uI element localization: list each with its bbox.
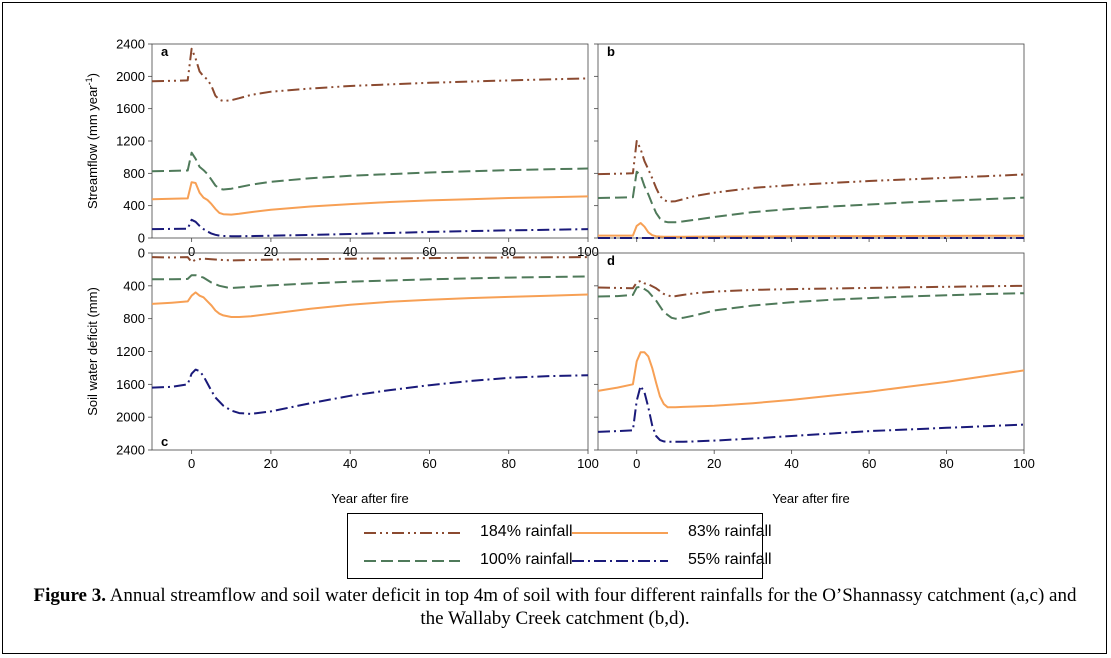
- legend-swatch-55: [572, 560, 668, 562]
- series-line: [597, 170, 1025, 224]
- panel-letter: b: [607, 44, 615, 59]
- xtick-label: 100: [577, 244, 599, 259]
- figure-caption: Figure 3. Annual streamflow and soil wat…: [20, 584, 1090, 630]
- xtick-label: 60: [422, 456, 436, 471]
- series-line: [151, 47, 589, 102]
- xtick-label: 0: [188, 244, 195, 259]
- ytick-label: 400: [123, 278, 145, 293]
- ytick-label: 0: [138, 246, 145, 261]
- legend-swatch-100: [364, 560, 460, 562]
- xtick-label: 80: [501, 456, 515, 471]
- series-line: [151, 151, 589, 191]
- xtick-label: 40: [343, 244, 357, 259]
- plot-area-d: [597, 252, 1025, 451]
- series-line: [151, 291, 589, 318]
- xtick-label: 0: [188, 456, 195, 471]
- series-line: [597, 140, 1025, 203]
- xtick-label: 80: [939, 456, 953, 471]
- series-line: [151, 368, 589, 415]
- series-line: [597, 385, 1025, 443]
- ytick-label: 400: [123, 198, 145, 213]
- ytick-label: 800: [123, 311, 145, 326]
- series-line: [151, 181, 589, 216]
- y-axis-title: Streamflow (mm year-1): [84, 73, 100, 209]
- panel-letter: d: [607, 253, 615, 268]
- plot-area-b: [597, 43, 1025, 239]
- ytick-label: 2400: [116, 37, 145, 52]
- xtick-label: 20: [264, 244, 278, 259]
- plot-area-c: [151, 252, 589, 451]
- legend-label-55: 55% rainfall: [688, 551, 772, 568]
- xtick-label: 80: [501, 244, 515, 259]
- legend-label-83: 83% rainfall: [688, 523, 772, 540]
- ytick-label: 1200: [116, 134, 145, 149]
- plot-area-a: [151, 43, 589, 239]
- legend-swatch-184: [364, 532, 460, 534]
- legend-label-184: 184% rainfall: [480, 523, 573, 540]
- xtick-label: 40: [343, 456, 357, 471]
- xtick-label: 40: [784, 456, 798, 471]
- series-line: [597, 285, 1025, 320]
- xtick-label: 100: [577, 456, 599, 471]
- xtick-label: 60: [862, 456, 876, 471]
- ytick-label: 0: [138, 231, 145, 246]
- ytick-label: 800: [123, 166, 145, 181]
- ytick-label: 2400: [116, 443, 145, 458]
- y-axis-title: Soil water deficit (mm): [85, 287, 100, 416]
- series-line: [597, 351, 1025, 409]
- ytick-label: 2000: [116, 69, 145, 84]
- xtick-label: 100: [1013, 456, 1035, 471]
- caption-label: Figure 3.: [33, 585, 106, 606]
- series-line: [598, 222, 1025, 238]
- ytick-label: 2000: [116, 410, 145, 425]
- panel-letter: a: [161, 44, 169, 59]
- ytick-label: 1600: [116, 101, 145, 116]
- caption-text: Annual streamflow and soil water deficit…: [106, 585, 1077, 629]
- series-line: [152, 274, 589, 289]
- xtick-label: 20: [707, 456, 721, 471]
- xtick-label: 60: [422, 244, 436, 259]
- xtick-label: 0: [633, 456, 640, 471]
- x-axis-title: Year after fire: [772, 491, 850, 506]
- series-line: [151, 218, 589, 238]
- chart-legend: 184% rainfall 83% rainfall 100% rainfall…: [347, 513, 772, 579]
- xtick-label: 20: [264, 456, 278, 471]
- x-axis-title: Year after fire: [331, 491, 409, 506]
- panel-letter: c: [161, 434, 168, 449]
- legend-label-100: 100% rainfall: [480, 551, 573, 568]
- legend-swatch-83: [572, 532, 668, 534]
- series-line: [597, 279, 1025, 298]
- series-line: [151, 256, 589, 263]
- ytick-label: 1600: [116, 377, 145, 392]
- ytick-label: 1200: [116, 344, 145, 359]
